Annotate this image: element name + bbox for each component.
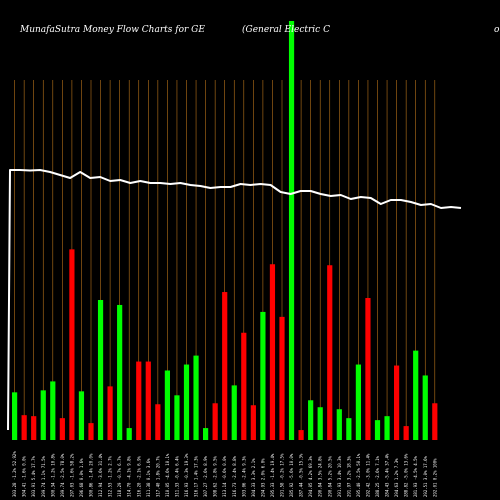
x-tick-label: 295.40 -2.5% 50.1% — [356, 453, 361, 497]
x-tick-label: 303.28 -1.2% 52.92% — [12, 451, 17, 497]
chart-title-clipped: o — [494, 25, 500, 35]
x-tick-label: 290.84 3.5% 24.8% — [318, 455, 323, 497]
x-tick-label: 291.97 3.2% 18.3% — [346, 455, 351, 497]
x-tick-label: 318.29 -0.7% 6.7% — [117, 455, 122, 497]
money-flow-bar — [279, 316, 285, 440]
money-flow-bar — [69, 249, 75, 440]
money-flow-bar — [231, 385, 237, 440]
x-tick-label: 299.74 -2.5% 78.0% — [60, 453, 65, 497]
money-flow-bar — [117, 304, 123, 440]
money-flow-bar — [193, 355, 199, 440]
x-tick-label: 314.70 -4.1% 9.8% — [127, 455, 132, 497]
x-tick-label: 290.84 5.2% 20.5% — [327, 455, 332, 497]
x-tick-label: 300.86 -1.4% 20.0% — [89, 453, 94, 497]
money-flow-bar — [164, 370, 170, 440]
x-tick-label: 299.74 1.1% 71.5% — [41, 455, 46, 497]
money-flow-bar — [413, 350, 419, 440]
money-flow-bar — [422, 375, 428, 440]
money-flow-bar — [365, 298, 371, 440]
money-flow-bar — [145, 361, 151, 440]
money-flow-bar — [136, 361, 142, 440]
x-tick-label: 316.73 -2.4% 8.8% — [232, 455, 237, 497]
x-tick-label: 316.93 -0.3% 19.3% — [184, 453, 189, 497]
x-tick-label: 303.91 5.4% 17.7% — [31, 455, 36, 497]
x-tick-label: 311.33 -0.4% 6.4% — [174, 455, 179, 497]
x-tick-label: 287.44 -0.5% 15.3% — [299, 453, 304, 497]
x-tick-label: 311.38 0.1% 3.6% — [146, 458, 151, 497]
x-tick-label: 307.27 -2.6% 8.9% — [203, 455, 208, 497]
x-tick-label: 313.14 -0.6% 0.0% — [222, 455, 227, 497]
money-flow-bar — [183, 364, 190, 440]
money-flow-bar — [384, 416, 390, 440]
money-flow-bar — [88, 423, 94, 440]
money-flow-bar — [394, 365, 400, 440]
money-flow-bar — [308, 400, 314, 440]
price-line — [7, 169, 462, 431]
money-flow-bar — [174, 395, 180, 440]
x-tick-label: 312.53 -1.2% 2.7% — [108, 455, 113, 497]
x-tick-labels: 303.28 -1.2% 52.92% 304.41 -1.6% 0.0% 303.… — [12, 451, 437, 497]
money-flow-bar — [107, 386, 113, 440]
x-tick-label: 292.51 3.0% 17.6% — [423, 455, 428, 497]
x-tick-label: 294.93 2.0% 6.0% — [260, 458, 265, 497]
money-flow-bar — [155, 404, 161, 440]
money-flow-bar — [298, 430, 304, 440]
x-tick-label: 316.20 -2.1% 6.9% — [136, 455, 141, 497]
x-tick-label: 297.03 -1.6% 58.2% — [69, 453, 74, 497]
money-flow-bar — [21, 415, 27, 440]
x-tick-label: 292.42 -3.0% 11.4% — [365, 453, 370, 497]
money-flow-bar — [78, 391, 85, 440]
x-tick-label: 300.34 -1.2% 10.8% — [50, 453, 55, 497]
x-tick-label: 291.93 3.4% 10.3% — [337, 455, 342, 497]
money-flow-bar — [260, 311, 266, 440]
money-flow-bar — [59, 418, 65, 440]
money-flow-bar — [40, 390, 46, 440]
money-flow-bar — [327, 265, 333, 440]
price-line-path — [7, 169, 462, 431]
money-flow-bar — [269, 264, 276, 440]
x-tick-label: 294.05 4.2% 69.3% — [308, 455, 313, 497]
money-flow-bar — [432, 403, 438, 440]
x-tick-label: 281.93 -4.5% 4.5% — [413, 455, 418, 497]
money-flow-bar — [250, 405, 256, 440]
x-tick-label: 317.40 1.8% 20.7% — [155, 455, 160, 497]
x-tick-label: 312.94 -3.6% 31.4% — [98, 453, 103, 497]
money-flow-bar — [50, 381, 56, 440]
x-tick-label: 308.62 -2.8% 9.5% — [213, 455, 218, 497]
money-flow-bar — [355, 364, 361, 440]
x-tick-label: 304.41 -1.6% 0.0% — [22, 455, 27, 497]
money-flow-bar — [336, 409, 342, 440]
money-flow-bar — [374, 420, 381, 440]
x-tick-label: 303.06 -2.4% 9.3% — [241, 455, 246, 497]
x-tick-label: 316.17 1.4% 17.3% — [194, 455, 199, 497]
x-tick-label: 291.58 -0.2% 17.5% — [280, 453, 285, 497]
money-flow-bar — [222, 292, 228, 440]
x-tick-label: 284.43 -5.4% 37.4% — [385, 453, 390, 497]
x-tick-label: 296.68 0.0% 1.6% — [79, 458, 84, 497]
money-flow-bar — [97, 299, 104, 440]
chart-title-left: MunafaSutra Money Flow Charts for GE — [19, 25, 205, 35]
money-flow-bar — [241, 332, 247, 440]
x-tick-label: 288.25 -2.6% 7.1% — [375, 455, 380, 497]
money-flow-bar — [203, 428, 209, 440]
x-tick-label: 285.92 -5.6% 10.0% — [289, 453, 294, 497]
money-flow-bar — [212, 403, 218, 440]
chart-title-right: (General Electric C — [242, 24, 330, 35]
money-flow-bar — [288, 20, 295, 441]
x-tick-label: 292.01 0.2% 100% — [432, 458, 437, 497]
x-tick-label: 288.82 -5.0% 13.6% — [404, 453, 409, 497]
money-flow-bars — [12, 20, 438, 441]
money-flow-bar — [403, 426, 409, 440]
x-tick-label: 294.63 1.2% 7.3% — [394, 458, 399, 497]
x-tick-label: 304.33 3.3% 2.1% — [251, 458, 256, 497]
x-tick-label: 310.05 -4.6% 10.1% — [165, 453, 170, 497]
money-flow-bar — [317, 407, 323, 440]
money-flow-bar — [126, 428, 132, 440]
x-tick-label: 295.33 -1.4% 19.4% — [270, 453, 275, 497]
money-flow-bar — [31, 416, 37, 440]
money-flow-bar — [12, 392, 18, 440]
money-flow-bar — [346, 418, 352, 440]
